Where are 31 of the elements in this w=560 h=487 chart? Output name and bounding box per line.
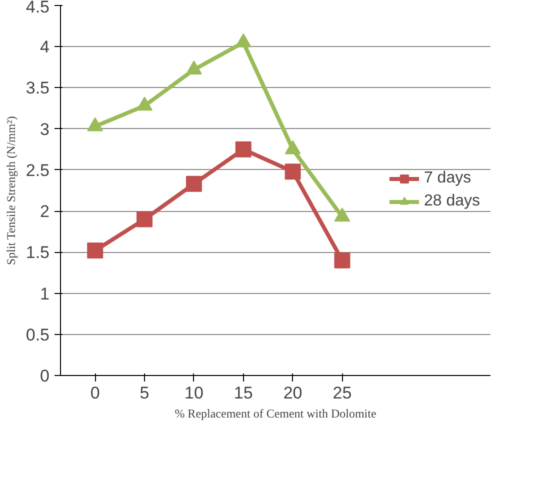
point bbox=[334, 252, 350, 268]
y-tick-label: 1 bbox=[40, 284, 50, 304]
x-tick-label: 5 bbox=[140, 384, 150, 402]
y-tick-label: 3.5 bbox=[26, 78, 50, 98]
x-tick-label: 0 bbox=[90, 384, 100, 402]
point bbox=[284, 140, 301, 154]
y-tick-label: 4.5 bbox=[26, 0, 50, 16]
y-tick-label: 0.5 bbox=[26, 325, 50, 344]
legend-label: 28 days bbox=[424, 192, 480, 210]
point bbox=[87, 242, 104, 259]
point bbox=[136, 96, 153, 111]
point bbox=[136, 211, 153, 228]
y-tick-label: 1.5 bbox=[26, 243, 50, 262]
point bbox=[235, 33, 252, 48]
point bbox=[87, 117, 104, 132]
y-tick-label: 4 bbox=[40, 38, 50, 57]
y-tick-label: 3 bbox=[40, 120, 50, 139]
x-axis-title: % Replacement of Cement with Dolomite bbox=[174, 406, 376, 420]
point bbox=[235, 141, 252, 158]
y-tick-label: 2 bbox=[40, 202, 50, 222]
x-tick-label: 20 bbox=[283, 384, 302, 402]
point bbox=[284, 164, 301, 180]
y-axis-title: Split Tensile Strength (N/mm²) bbox=[4, 116, 18, 266]
x-tick-label: 25 bbox=[332, 384, 352, 402]
point bbox=[186, 60, 202, 74]
y-tick-label: 0 bbox=[40, 366, 50, 386]
x-tick-label: 10 bbox=[184, 384, 204, 402]
legend-label: 7 days bbox=[424, 170, 472, 188]
x-tick-label: 15 bbox=[234, 384, 253, 402]
y-tick-label: 2.5 bbox=[26, 160, 50, 180]
point bbox=[186, 176, 202, 192]
